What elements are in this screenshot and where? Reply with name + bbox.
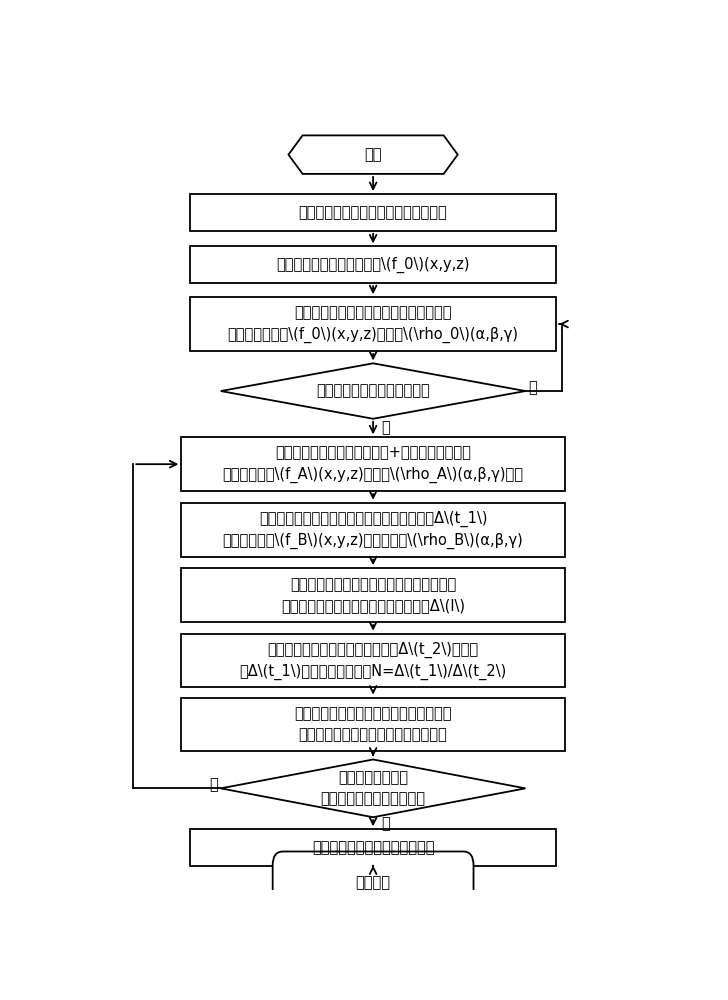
Text: 试验结束: 试验结束: [355, 875, 391, 890]
Bar: [190, 297, 556, 351]
Bar: [190, 829, 556, 866]
Text: 是: 是: [381, 420, 390, 436]
Text: 开始: 开始: [364, 147, 382, 162]
Bar: [190, 194, 556, 231]
Bar: [181, 437, 565, 491]
Bar: [181, 503, 565, 557]
Polygon shape: [221, 363, 526, 419]
Text: 试验闭环随动控制系统控制器根据目标位置
和初始位置的偏差计算各点吊绳偏移量Δ\(l\): 试验闭环随动控制系统控制器根据目标位置 和初始位置的偏差计算各点吊绳偏移量Δ\(…: [281, 577, 465, 613]
Text: 验证器根据动力下降制导律计算下一控制周期Δ\(t_1\)
目标位置信息\(f_B\)(x,y,z)、姿态信息\(\rho_B\)(α,β,γ): 验证器根据动力下降制导律计算下一控制周期Δ\(t_1\) 目标位置信息\(f_B…: [223, 510, 523, 549]
Text: 验证器惯导平台导航计算当前位置、姿态
试验场外部测量验证器当前位置、姿态: 验证器惯导平台导航计算当前位置、姿态 试验场外部测量验证器当前位置、姿态: [294, 706, 452, 742]
Text: 试验场坐标系、验证器机械坐标系确定: 试验场坐标系、验证器机械坐标系确定: [298, 205, 448, 220]
Text: 否: 否: [209, 777, 218, 792]
Text: 验证器根据初始导航参数外推+敏感器测量修正，
解算当前位置\(f_A\)(x,y,z)、姿态\(\rho_A\)(α,β,γ)信息: 验证器根据初始导航参数外推+敏感器测量修正， 解算当前位置\(f_A\)(x,y…: [223, 446, 523, 483]
Bar: [181, 698, 565, 751]
Text: 闭环随动控制系统执行精度评估: 闭环随动控制系统执行精度评估: [312, 840, 435, 855]
Text: 否: 否: [529, 380, 537, 395]
Bar: [190, 246, 556, 283]
Bar: [181, 634, 565, 687]
Text: 闭环随动控制系统按照其控制周期Δ\(t_2\)将验证
器Δ\(t_1\)进行插值，插值数N=Δ\(t_1\)/Δ\(t_2\): 闭环随动控制系统按照其控制周期Δ\(t_2\)将验证 器Δ\(t_1\)进行插值…: [240, 641, 507, 680]
Text: 是否完成初始化？开始试验？: 是否完成初始化？开始试验？: [316, 384, 430, 399]
Polygon shape: [221, 759, 526, 817]
Text: 是: 是: [381, 816, 390, 831]
Text: 试验场高精度外测、验证器惯导平台测量
验证器初始位置\(f_0\)(x,y,z)、姿态\(\rho_0\)(α,β,γ): 试验场高精度外测、验证器惯导平台测量 验证器初始位置\(f_0\)(x,y,z)…: [228, 305, 518, 343]
FancyBboxPatch shape: [273, 852, 473, 913]
Polygon shape: [288, 135, 458, 174]
Bar: [181, 568, 565, 622]
Text: 验证器控制器判断
当前位置是否与预期一致？: 验证器控制器判断 当前位置是否与预期一致？: [320, 770, 426, 806]
Text: 着陆验证器起吊至初始位置\(f_0\)(x,y,z): 着陆验证器起吊至初始位置\(f_0\)(x,y,z): [277, 257, 470, 273]
